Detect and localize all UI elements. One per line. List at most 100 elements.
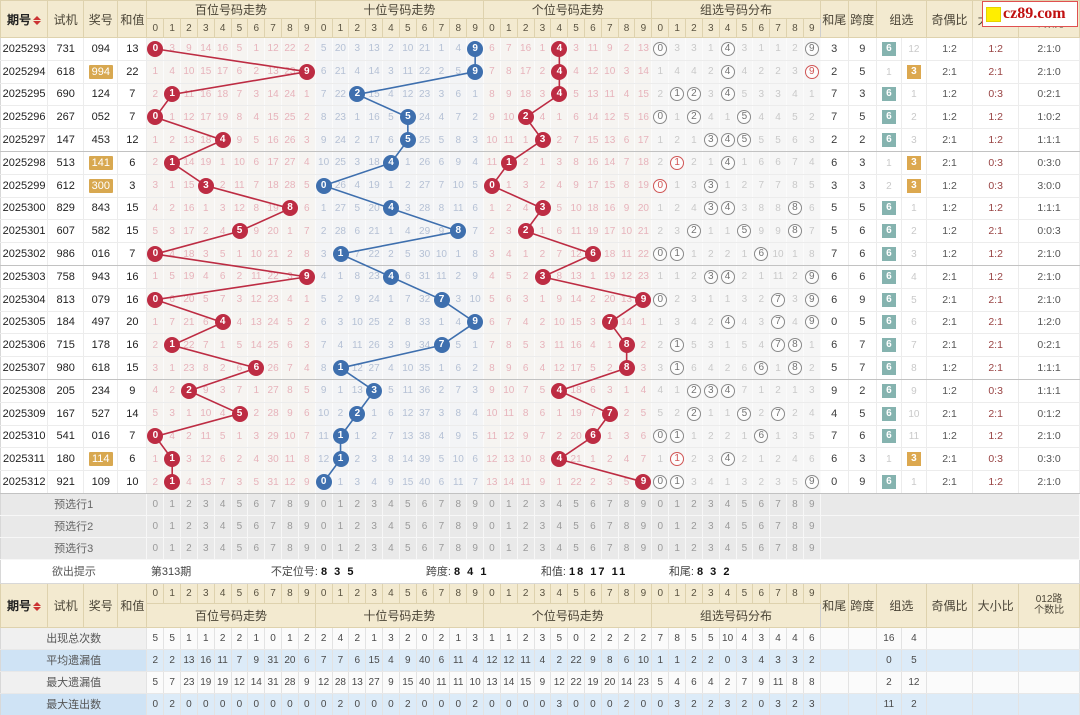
trend-cell: 3 <box>146 174 165 198</box>
trend-cell: 1 <box>247 37 266 61</box>
prize-cell: 527 <box>83 402 119 426</box>
zuxuan-cell: 2 <box>901 219 927 244</box>
kuadu-cell: 6 <box>848 219 877 244</box>
trend-cell: 6 <box>803 197 821 221</box>
col-header-issue[interactable]: 期号 <box>0 0 49 38</box>
trend-cell: 9 <box>550 288 569 312</box>
trend-cell: 9 <box>449 425 468 449</box>
trend-cell: 3 <box>466 379 485 403</box>
trend-cell: 4 <box>618 83 636 107</box>
stats-cell: 5 <box>550 627 569 650</box>
zuxuan-cell: 3 <box>901 242 927 266</box>
stats-cell: 2 <box>601 627 619 650</box>
group-digit-circle: 9 <box>804 64 819 79</box>
trend-cell: 1 <box>146 447 165 472</box>
trend-cell: 27 <box>281 151 299 175</box>
trend-cell: 12 <box>197 447 215 472</box>
preselect-empty <box>820 493 1080 516</box>
trend-cell: 26 <box>365 333 384 358</box>
trend-cell: 3 <box>685 37 703 61</box>
trend-cell: 17 <box>197 105 215 130</box>
group-digit-circle: 5 <box>737 110 752 125</box>
trend-cell: 5 <box>231 402 249 426</box>
trend-cell: 5 <box>567 83 585 107</box>
trend-cell: 28 <box>416 197 434 221</box>
trend-cell: 2 <box>803 356 821 380</box>
stats-cell: 0 <box>534 693 552 715</box>
top-digit-header: 3 <box>365 18 384 38</box>
col-header-zuxuan-bottom: 组选 <box>875 582 927 628</box>
trend-cell: 13 <box>399 425 417 449</box>
trend-cell: 3 <box>231 288 249 312</box>
trend-cell: 1 <box>651 265 670 289</box>
stats-empty <box>819 693 849 715</box>
trend-cell: 9 <box>197 379 215 403</box>
trend-cell: 1 <box>433 37 451 61</box>
trend-cell: 1 <box>702 151 720 175</box>
col-header-issue-bottom[interactable]: 期号 <box>0 582 49 628</box>
preselect-cell: 1 <box>500 493 518 516</box>
trend-cell: 16 <box>634 105 653 130</box>
bottom-digit-header: 7 <box>432 582 451 604</box>
trend-cell: 7 <box>500 311 518 335</box>
top-digit-header: 6 <box>247 18 266 38</box>
issue-cell: 2025298 <box>0 151 49 175</box>
trend-cell: 4 <box>719 151 737 175</box>
jiou-cell: 2:1 <box>926 470 974 494</box>
trend-cell: 1 <box>332 242 350 266</box>
trend-cell: 22 <box>264 265 282 289</box>
trend-cell: 3 <box>702 333 720 358</box>
trend-cell: 2 <box>348 402 367 426</box>
stats-cell: 7 <box>231 649 249 672</box>
jiou-cell: 1:2 <box>926 197 974 221</box>
preselect-cell: 6 <box>584 493 602 516</box>
trend-cell: 2 <box>500 197 518 221</box>
trend-cell: 3 <box>786 425 804 449</box>
trend-cell: 11 <box>601 83 619 107</box>
bottom-digit-header: 7 <box>769 582 787 604</box>
stats-cell: 20 <box>601 671 619 694</box>
site-logo[interactable]: cz89.com <box>982 1 1078 27</box>
trend-cell: 2 <box>281 242 299 266</box>
trend-cell: 1 <box>651 60 670 84</box>
stats-label: 出现总次数 <box>0 627 148 650</box>
trend-cell: 2 <box>601 356 619 380</box>
group-digit-circle: 5 <box>737 133 752 148</box>
bottom-digit-header: 6 <box>247 582 266 604</box>
trend-cell: 24 <box>416 105 434 130</box>
kuadu-cell: 6 <box>848 242 877 266</box>
stats-cell: 19 <box>584 671 602 694</box>
drawn-digit-circle: 0 <box>147 428 164 445</box>
trend-cell: 3 <box>736 37 754 61</box>
stats-cell: 4 <box>668 671 687 694</box>
zuxuan-badge: 6 <box>881 361 896 376</box>
bottom-digit-header: 1 <box>163 582 182 604</box>
trend-cell: 1 <box>348 105 367 130</box>
top-digit-header: 4 <box>718 18 737 38</box>
group-title-bottom-0: 百位号码走势 <box>146 602 316 628</box>
preselect-cell: 2 <box>348 493 367 516</box>
bottom-digit-header: 2 <box>516 582 535 604</box>
preselect-cell: 2 <box>180 515 198 538</box>
trend-cell: 1 <box>534 288 552 312</box>
zuxuan-cell: 12 <box>901 37 927 61</box>
jiou-cell: 2:1 <box>926 60 974 84</box>
trend-cell: 10 <box>500 105 518 130</box>
stats-empty <box>848 671 877 694</box>
top-digit-header: 5 <box>567 18 585 38</box>
stats-cell: 16 <box>197 649 215 672</box>
trend-cell: 5 <box>314 37 333 61</box>
zuxuan-cell: 1 <box>876 447 902 472</box>
trend-cell: 6 <box>752 425 771 449</box>
trend-cell: 2 <box>786 402 804 426</box>
trend-cell: 2 <box>163 197 182 221</box>
preselect-cell: 5 <box>231 515 249 538</box>
trend-cell: 3 <box>584 311 602 335</box>
trend-cell: 2 <box>314 219 333 244</box>
col-header-kuadu: 跨度 <box>847 0 877 38</box>
drawn-digit-circle: 9 <box>298 268 315 285</box>
stats-cell: 0 <box>517 693 535 715</box>
trend-cell: 4 <box>382 83 400 107</box>
bottom-digit-header: 3 <box>701 582 720 604</box>
bottom-digit-header: 0 <box>651 582 670 604</box>
